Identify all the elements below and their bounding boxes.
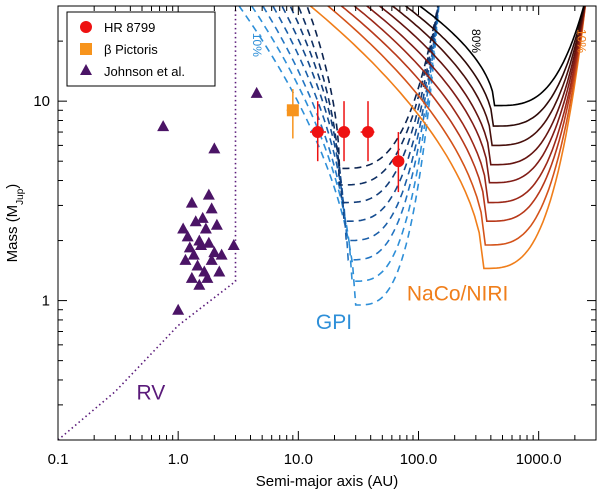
johnson-point xyxy=(213,265,226,277)
x-tick-label: 1000.0 xyxy=(516,451,562,468)
johnson-point xyxy=(199,222,212,234)
johnson-point xyxy=(172,303,185,315)
y-tick-label: 1 xyxy=(42,293,50,310)
gpi-contour-4 xyxy=(272,6,440,242)
x-tick-label: 10.0 xyxy=(284,451,313,468)
legend-label-hr8799: HR 8799 xyxy=(104,20,155,35)
naco-contour-9 xyxy=(418,6,585,107)
y-tick-label: 10 xyxy=(33,93,50,110)
naco-contour-4 xyxy=(353,6,586,204)
gpi-contour-7 xyxy=(297,6,439,186)
legend-marker-hr8799 xyxy=(80,21,92,33)
johnson-point xyxy=(189,215,202,227)
points-layer xyxy=(157,86,405,315)
x-tick-label: 100.0 xyxy=(400,451,438,468)
johnson-point xyxy=(177,222,190,234)
hr8799-point xyxy=(338,126,351,139)
x-tick-label: 1.0 xyxy=(168,451,189,468)
legend-marker-johnson xyxy=(80,64,92,75)
johnson-point xyxy=(181,230,194,242)
legend-label-beta-pictoris: β Pictoris xyxy=(104,42,158,57)
gpi-contour-8 xyxy=(306,6,439,170)
johnson-point xyxy=(185,196,198,208)
beta-pictoris-point xyxy=(286,104,299,117)
x-axis-title: Semi-major axis (AU) xyxy=(256,473,399,490)
rv-limit-layer xyxy=(58,6,237,440)
johnson-point xyxy=(202,236,215,248)
axis-tick-labels: 0.1 1.0 10.0 100.0 1000.0 1 10 xyxy=(33,93,561,468)
label-gpi-10: 10% xyxy=(250,33,264,57)
johnson-point xyxy=(205,253,218,265)
legend: HR 8799 β Pictoris Johnson et al. xyxy=(66,11,216,87)
y-axis-title-end: ) xyxy=(4,184,21,189)
rv-limit-line xyxy=(58,6,237,440)
legend-marker-beta-pictoris xyxy=(80,43,92,55)
gpi-contour-1 xyxy=(238,6,440,306)
label-rv: RV xyxy=(136,381,165,404)
label-naco-10: 10% xyxy=(574,29,588,53)
label-gpi: GPI xyxy=(316,311,352,334)
annotation-layer: RV GPI NaCo/NIRI 10% 10% 80% xyxy=(136,29,588,404)
johnson-point xyxy=(157,120,170,132)
naco-contour-1 xyxy=(309,6,587,270)
contour-layer xyxy=(238,6,587,306)
hr8799-point xyxy=(311,126,324,139)
hr8799-point xyxy=(362,126,375,139)
gpi-contour-5 xyxy=(281,6,440,222)
johnson-point xyxy=(227,239,240,251)
johnson-point xyxy=(215,248,228,260)
johnson-point xyxy=(185,271,198,283)
gpi-contour-3 xyxy=(261,6,440,261)
y-axis-title-main: Mass (M xyxy=(4,205,21,263)
y-axis-title: Mass (MJup) xyxy=(4,184,26,263)
johnson-point xyxy=(196,211,209,223)
naco-contour-8 xyxy=(404,6,586,127)
naco-contour-6 xyxy=(378,6,586,166)
johnson-point xyxy=(191,259,204,271)
label-naco-80: 80% xyxy=(469,29,483,53)
johnson-point xyxy=(193,278,206,290)
naco-contour-3 xyxy=(340,6,586,222)
johnson-point xyxy=(187,248,200,260)
johnson-point xyxy=(208,246,221,258)
johnson-point xyxy=(205,202,218,214)
naco-contour-5 xyxy=(365,6,586,184)
plot-frame xyxy=(57,5,597,441)
johnson-point xyxy=(179,253,192,265)
label-naco: NaCo/NIRI xyxy=(407,283,509,306)
johnson-point xyxy=(208,142,221,154)
naco-contour-2 xyxy=(326,6,587,246)
johnson-point xyxy=(183,241,196,253)
legend-label-johnson: Johnson et al. xyxy=(104,64,185,79)
hr8799-point xyxy=(392,155,405,168)
x-tick-label: 0.1 xyxy=(48,451,69,468)
y-axis-title-sub: Jup xyxy=(15,188,26,205)
johnson-point xyxy=(201,271,214,283)
johnson-point xyxy=(210,218,223,230)
naco-contour-7 xyxy=(391,6,586,147)
johnson-point xyxy=(250,86,263,98)
johnson-point xyxy=(202,188,215,200)
